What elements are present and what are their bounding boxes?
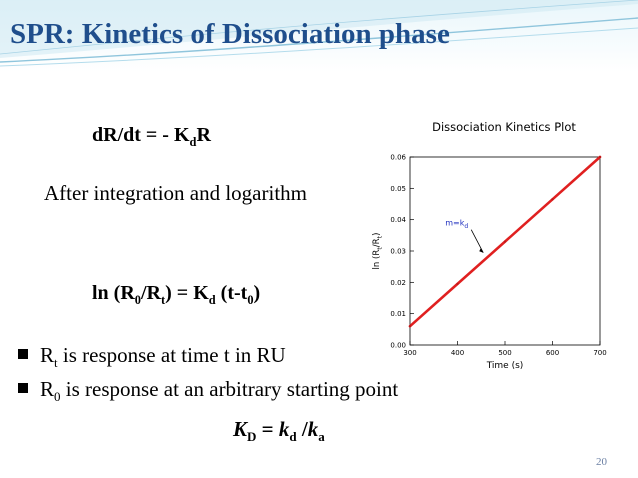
y-tick-label: 0.06: [390, 154, 406, 162]
series-group: [408, 155, 602, 328]
y-tick-label: 0.01: [390, 310, 406, 318]
x-tick-label: 700: [593, 349, 606, 357]
title-banner: [0, 0, 638, 72]
plot-area: [409, 156, 601, 346]
x-axis-label: Time (s): [486, 361, 524, 371]
y-tick-label: 0.00: [390, 342, 406, 350]
x-tick-label: 400: [451, 349, 464, 357]
kd-equation: KD = kd /ka: [233, 417, 325, 445]
annotation-group: m=kd: [445, 219, 484, 253]
slope-annotation: m=kd: [445, 219, 468, 231]
page-number: 20: [596, 456, 607, 468]
bullet-list: Rt is response at time t in RU R0 is res…: [18, 343, 398, 411]
data-point: [503, 240, 507, 243]
y-axis-label: ln (Rt/Rt): [372, 233, 384, 270]
axis-ticks: 300 400 500 600 700 0.00 0.01 0.02 0.03 0.04 0.05 0…: [390, 154, 606, 358]
log-equation: ln (R0/Rt) = Kd (t-t0): [92, 282, 261, 307]
square-bullet-icon: [18, 383, 28, 393]
bullet-item-r0: R0 is response at an arbitrary starting …: [18, 377, 398, 411]
y-tick-label: 0.05: [390, 185, 406, 193]
x-tick-label: 600: [546, 349, 559, 357]
data-point: [408, 325, 412, 328]
chart-title: Dissociation Kinetics Plot: [432, 120, 576, 134]
data-point: [456, 282, 459, 286]
x-tick-label: 500: [498, 349, 511, 357]
data-point: [551, 198, 554, 201]
integration-text: After integration and logarithm: [44, 181, 308, 205]
bullet-item-rt: Rt is response at time t in RU: [18, 343, 398, 377]
y-tick-label: 0.04: [390, 216, 406, 224]
dissociation-kinetics-chart: Dissociation Kinetics Plot 300 400 500 600 7…: [372, 120, 607, 371]
slide-title: SPR: Kinetics of Dissociation phase: [10, 18, 450, 50]
annotation-arrow: [470, 229, 484, 253]
data-point: [598, 155, 602, 159]
square-bullet-icon: [18, 349, 28, 359]
x-tick-label: 300: [403, 349, 416, 357]
y-tick-label: 0.03: [390, 248, 406, 256]
rate-equation: dR/dt = - KdR: [92, 124, 211, 149]
arrow-head-icon: [479, 248, 484, 253]
y-tick-label: 0.02: [390, 279, 406, 287]
